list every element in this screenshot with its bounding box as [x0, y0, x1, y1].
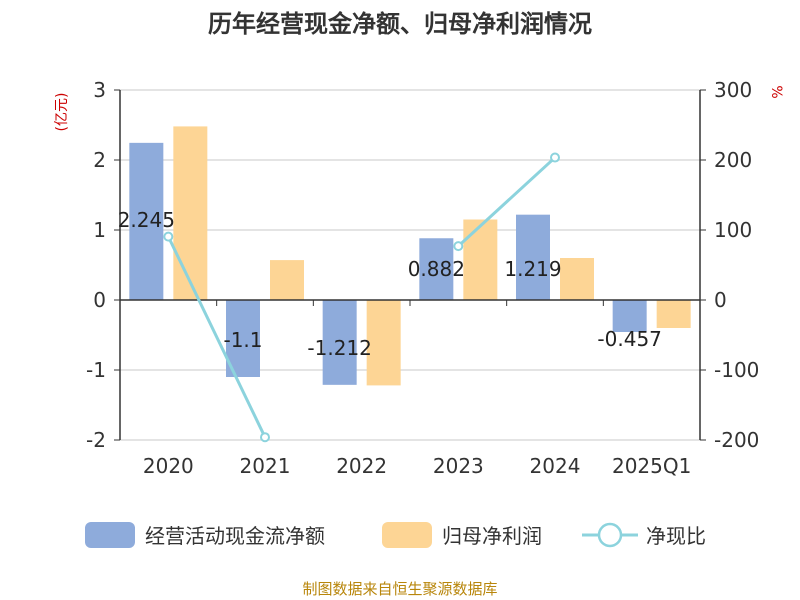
net-profit-bar [463, 219, 498, 300]
right-tick-label: 100 [714, 218, 752, 242]
left-tick-label: 3 [93, 78, 106, 102]
legend-swatch-net-profit [382, 522, 432, 548]
left-axis-unit: (亿元) [54, 93, 70, 132]
source-note: 制图数据来自恒生聚源数据库 [302, 580, 497, 598]
left-tick-label: 1 [93, 218, 106, 242]
cashflow-bar [612, 300, 647, 332]
cashflow-data-label: 2.245 [118, 208, 175, 232]
cashflow-bar [226, 300, 260, 377]
x-tick-label: 2024 [530, 454, 581, 478]
x-tick-label: 2023 [433, 454, 484, 478]
right-tick-label: 200 [714, 148, 752, 172]
net-profit-bar [366, 300, 401, 386]
cashflow-data-label: 0.882 [408, 257, 465, 281]
ratio-point [550, 152, 560, 163]
net-profit-bar [656, 300, 691, 328]
x-tick-label: 2020 [143, 454, 194, 478]
legend-label-cashflow: 经营活动现金流净额 [145, 524, 325, 548]
legend-swatch-cashflow [85, 522, 135, 548]
x-tick-label: 2022 [336, 454, 387, 478]
x-tick-label: 2025Q1 [612, 454, 691, 478]
legend: 经营活动现金流净额 归母净利润 净现比 [85, 522, 706, 548]
cashflow-data-label: -0.457 [597, 327, 661, 351]
left-axis-ticks: 3 2 1 0 -1 -2 [86, 78, 120, 452]
net-profit-bar [173, 126, 208, 301]
x-axis-ticks: 2020 2021 2022 2023 2024 2025Q1 [143, 454, 691, 478]
cashflow-bar [322, 300, 357, 385]
legend-marker-ratio [597, 522, 623, 548]
ratio-point [260, 432, 270, 443]
net-profit-bar [560, 258, 594, 300]
cashflow-bar [516, 214, 550, 300]
chart-title: 历年经营现金净额、归母净利润情况 [208, 10, 592, 38]
left-tick-label: -2 [86, 428, 106, 452]
right-axis-unit: % [768, 85, 784, 98]
cashflow-bar [129, 142, 164, 300]
right-tick-label: 300 [714, 78, 752, 102]
ratio-point [163, 231, 174, 242]
cashflow-bar [419, 238, 454, 300]
bars [129, 126, 691, 386]
axes [119, 90, 701, 440]
cashflow-data-label: -1.212 [307, 336, 371, 360]
net-profit-bar [270, 260, 304, 300]
ratio-point [453, 241, 464, 252]
data-labels: 2.245 -1.1 -1.212 0.882 1.219 -0.457 [118, 208, 662, 360]
right-tick-label: -200 [714, 428, 759, 452]
ratio-line-segment [457, 156, 557, 248]
right-axis-ticks: 300 200 100 0 -100 -200 [700, 78, 759, 452]
legend-label-net-profit: 归母净利润 [442, 524, 542, 548]
left-tick-label: 0 [93, 288, 106, 312]
left-tick-label: 2 [93, 148, 106, 172]
x-tick-label: 2021 [240, 454, 291, 478]
legend-label-ratio: 净现比 [646, 524, 706, 548]
cashflow-data-label: 1.219 [504, 257, 561, 281]
ratio-line [163, 152, 560, 443]
left-tick-label: -1 [86, 358, 106, 382]
right-tick-label: -100 [714, 358, 759, 382]
right-tick-label: 0 [714, 288, 727, 312]
ratio-line-segment [166, 235, 267, 438]
cashflow-data-label: -1.1 [223, 328, 262, 352]
